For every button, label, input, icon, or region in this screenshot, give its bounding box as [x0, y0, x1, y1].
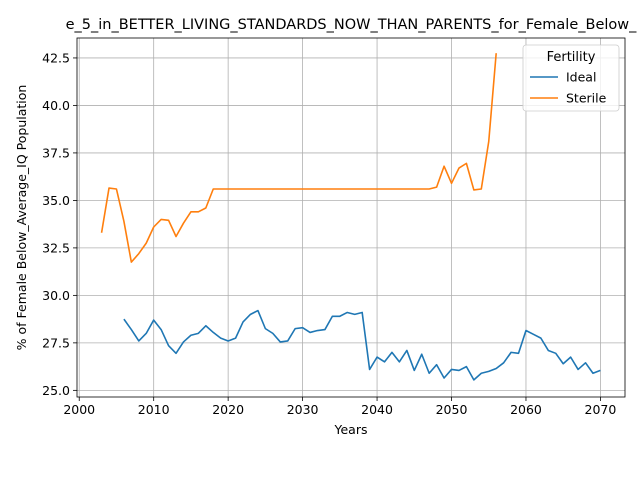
grid — [77, 38, 625, 397]
chart-title: e_5_in_BETTER_LIVING_STANDARDS_NOW_THAN_… — [66, 17, 638, 33]
x-tick-label: 2040 — [361, 402, 393, 417]
y-tick-label: 37.5 — [42, 145, 70, 160]
y-axis-ticks: 25.0 27.5 30.0 32.5 35.0 37.5 40.0 42.5 — [42, 50, 77, 398]
y-tick-label: 32.5 — [42, 240, 70, 255]
x-tick-label: 2050 — [436, 402, 468, 417]
legend-label-ideal: Ideal — [566, 70, 596, 85]
x-tick-label: 2060 — [510, 402, 542, 417]
y-axis-label: % of Female Below_Average_IQ Population — [14, 85, 29, 351]
y-tick-label: 42.5 — [42, 50, 70, 65]
legend-label-sterile: Sterile — [566, 91, 607, 106]
x-axis-label: Years — [334, 422, 368, 437]
y-tick-label: 27.5 — [42, 335, 70, 350]
series-line-sterile — [100, 53, 497, 263]
x-tick-label: 2070 — [585, 402, 617, 417]
y-tick-label: 30.0 — [42, 288, 70, 303]
plot-frame — [76, 37, 626, 398]
legend-box — [522, 44, 620, 112]
x-tick-label: 2000 — [63, 402, 95, 417]
y-tick-label: 40.0 — [42, 98, 70, 113]
x-tick-label: 2010 — [138, 402, 170, 417]
legend-title: Fertility — [547, 50, 596, 65]
x-axis-ticks: 2000 2010 2020 2030 2040 2050 2060 2070 — [63, 397, 616, 417]
series-lines — [100, 53, 601, 381]
y-tick-label: 35.0 — [42, 193, 70, 208]
legend: Fertility Ideal Sterile — [522, 44, 620, 112]
y-tick-label: 25.0 — [42, 383, 70, 398]
x-tick-label: 2020 — [212, 402, 244, 417]
x-tick-label: 2030 — [287, 402, 319, 417]
series-line-ideal — [123, 309, 601, 381]
